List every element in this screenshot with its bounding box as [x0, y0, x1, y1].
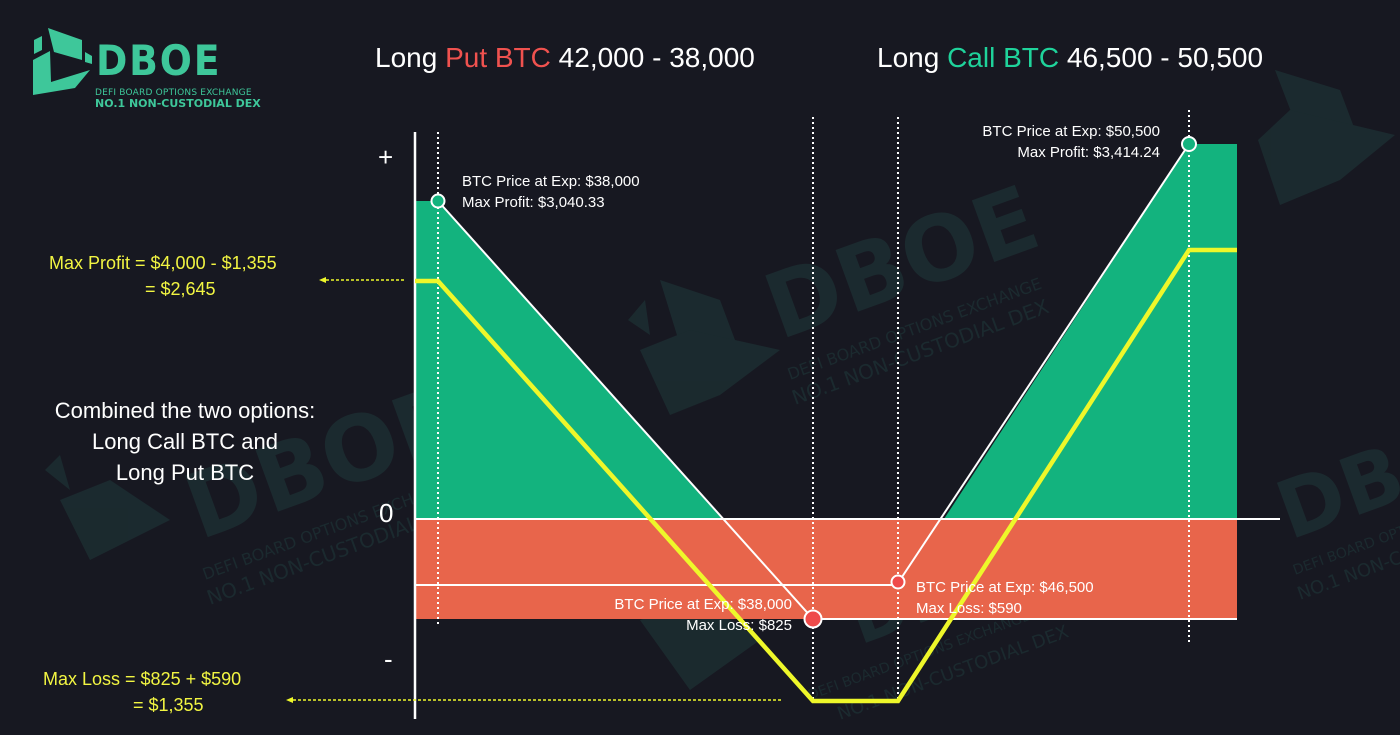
- call-max-profit-annotation: BTC Price at Exp: $50,500 Max Profit: $3…: [982, 121, 1160, 163]
- put-max-profit-marker: [430, 193, 446, 209]
- put-max-loss-annotation: BTC Price at Exp: $38,000 Max Loss: $825: [614, 594, 792, 636]
- watermark-right: DBOE DEFI BOARD OPTIONS NO.1 NON-C: [1258, 70, 1400, 605]
- y-axis-plus-label: +: [378, 142, 394, 172]
- call-title-prefix: Long: [877, 42, 940, 73]
- annotation-line: BTC Price at Exp: $50,500: [982, 123, 1160, 140]
- call-title-highlight: Call BTC: [947, 42, 1060, 73]
- call-title-range: 46,500 - 50,500: [1066, 42, 1264, 73]
- call-max-loss-annotation: BTC Price at Exp: $46,500 Max Loss: $590: [916, 577, 1094, 619]
- note-line: Long Call BTC and: [92, 429, 278, 454]
- combined-payoff-line: [415, 247, 1237, 704]
- watermark-center: DBOE DEFI BOARD OPTIONS EXCHANGE NO.1 NO…: [628, 166, 1052, 415]
- annotation-line: Max Loss: $590: [916, 600, 1022, 617]
- annotation-line: Max Profit: $3,414.24: [1017, 144, 1160, 161]
- strike-guides: [437, 110, 1190, 700]
- annotation-line: Max Profit: $3,040.33: [462, 194, 605, 211]
- brand-tagline-1: DEFI BOARD OPTIONS EXCHANGE: [95, 88, 252, 98]
- call-payoff-line: [897, 143, 1190, 584]
- combined-options-note: Combined the two options: Long Call BTC …: [20, 395, 350, 488]
- call-title: Long Call BTC 46,500 - 50,500: [877, 42, 1263, 74]
- y-axis-minus-label: -: [384, 644, 393, 674]
- note-line: Long Put BTC: [115, 460, 255, 485]
- call-max-profit-marker: [1181, 136, 1197, 152]
- annotation-line: Max Loss: $825: [686, 617, 792, 634]
- dboe-logo-icon: [33, 28, 92, 95]
- max-loss-arrow: [286, 697, 783, 703]
- call-profit-zone: [944, 144, 1237, 519]
- put-title-range: 42,000 - 38,000: [558, 42, 755, 73]
- y-axis-zero-label: 0: [379, 498, 394, 528]
- put-title: Long Put BTC 42,000 - 38,000: [375, 42, 755, 74]
- put-max-loss-marker: [803, 609, 823, 629]
- call-max-loss-marker: [890, 574, 906, 590]
- brand-tagline-2: NO.1 NON-CUSTODIAL DEX: [95, 97, 261, 110]
- brand-name: DBOE: [96, 36, 222, 85]
- loss-zone: [415, 519, 1237, 619]
- max-loss-formula-line1: Max Loss = $825 + $590: [43, 669, 242, 689]
- annotation-line: BTC Price at Exp: $46,500: [916, 579, 1094, 596]
- annotation-line: BTC Price at Exp: $38,000: [462, 173, 640, 190]
- put-profit-zone: [415, 201, 722, 519]
- annotation-line: BTC Price at Exp: $38,000: [614, 596, 792, 613]
- max-loss-formula-line2: = $1,355: [133, 695, 204, 715]
- put-title-prefix: Long: [375, 42, 438, 73]
- max-profit-arrow: [319, 277, 405, 283]
- max-profit-formula-line2: = $2,645: [145, 279, 216, 299]
- put-max-profit-annotation: BTC Price at Exp: $38,000 Max Profit: $3…: [462, 171, 640, 213]
- put-title-highlight: Put BTC: [445, 42, 551, 73]
- note-line: Combined the two options:: [54, 398, 316, 423]
- put-payoff-line: [437, 200, 814, 620]
- max-profit-formula-line1: Max Profit = $4,000 - $1,355: [49, 253, 277, 273]
